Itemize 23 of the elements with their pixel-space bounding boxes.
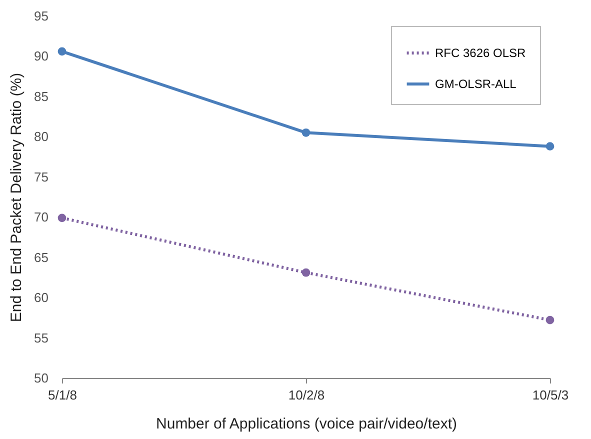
x-tick-label: 10/5/3	[532, 388, 569, 402]
y-tick-label: 70	[34, 210, 48, 225]
x-axis-title: Number of Applications (voice pair/video/text)	[156, 416, 457, 432]
legend-label: RFC 3626 OLSR	[435, 46, 526, 60]
y-tick-label: 55	[34, 330, 48, 346]
point	[546, 316, 554, 324]
y-tick-label: 75	[34, 169, 48, 184]
x-tick-label: 10/2/8	[288, 388, 325, 402]
y-tick-label: 95	[34, 8, 48, 24]
legend-label: GM-OLSR-ALL	[435, 77, 517, 91]
point	[58, 47, 66, 56]
y-tick-label: 85	[34, 88, 48, 104]
point	[302, 128, 310, 137]
y-tick-label: 60	[34, 290, 48, 306]
y-tick-label: 65	[34, 250, 48, 265]
y-axis-title: End to End Packet Delivery Ratio (%)	[8, 72, 26, 322]
point	[546, 142, 554, 150]
point	[58, 214, 66, 222]
y-tick-label: 50	[34, 370, 48, 386]
x-tick-label: 5/1/8	[48, 388, 77, 402]
y-tick-label: 80	[34, 129, 48, 144]
point	[302, 268, 310, 277]
y-tick-label: 90	[34, 48, 48, 64]
